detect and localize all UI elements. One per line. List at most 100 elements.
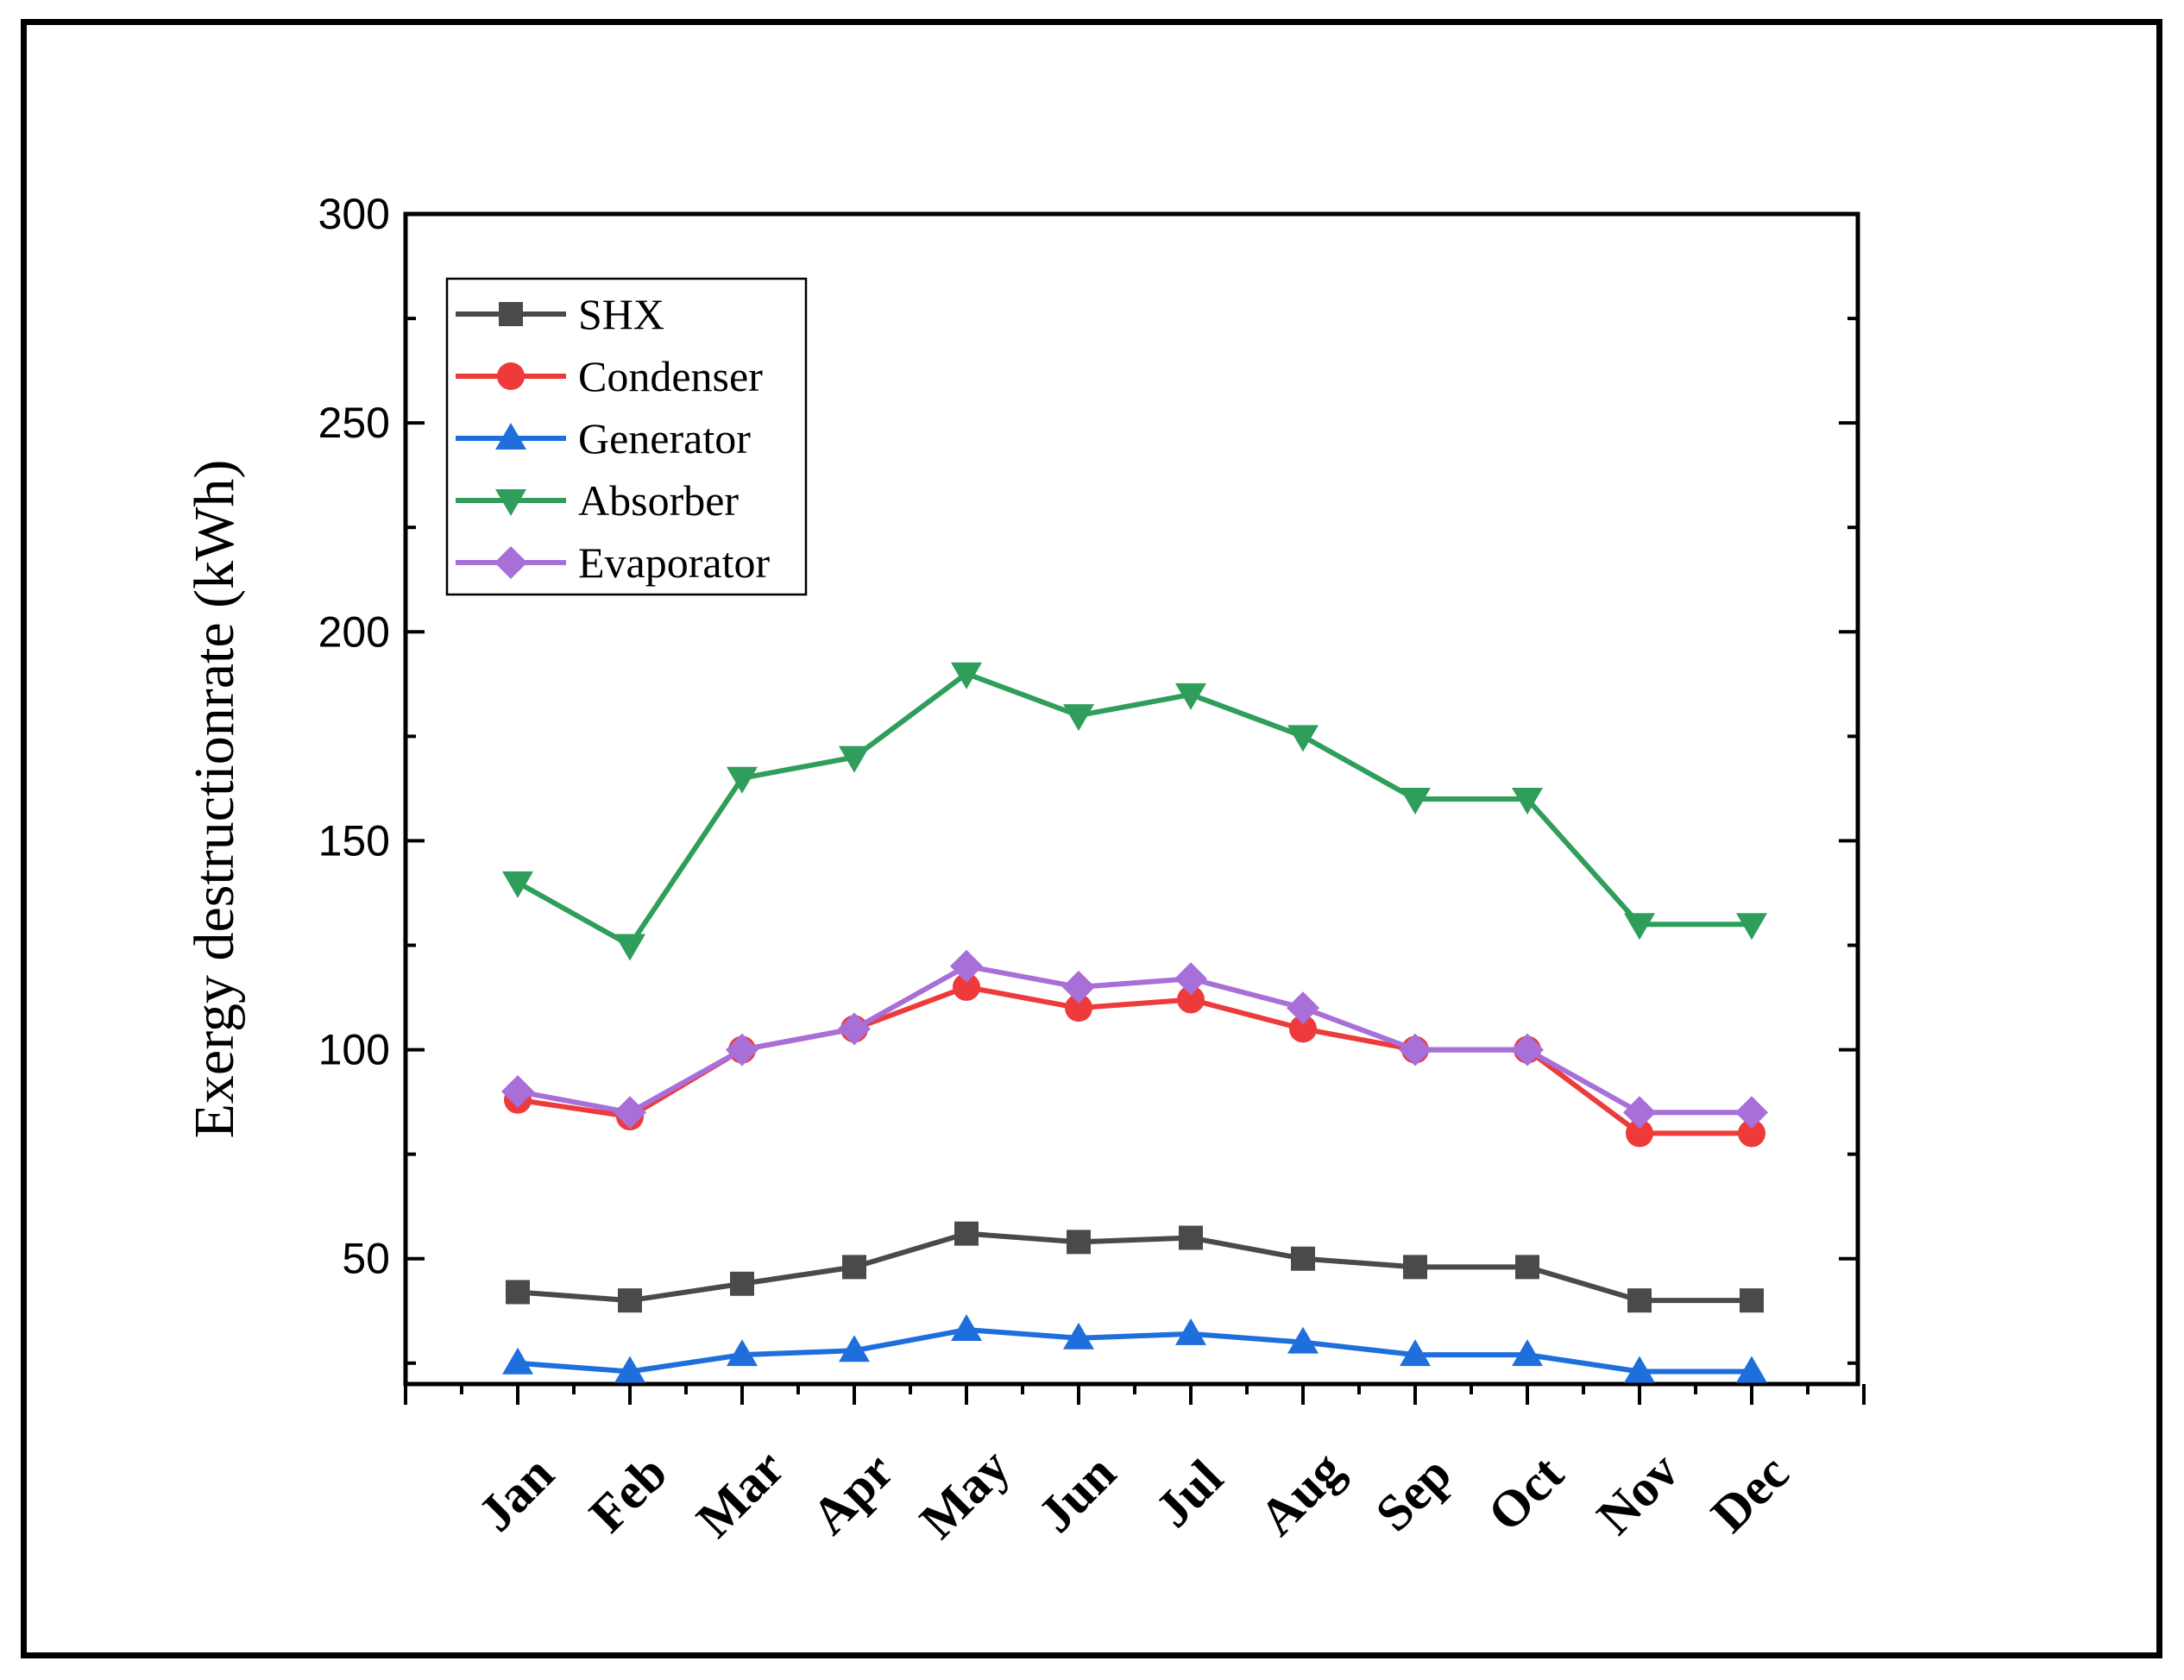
- data-point-condenser: [1289, 1015, 1317, 1043]
- legend-marker-condenser: [497, 362, 525, 390]
- data-point-shx: [1067, 1230, 1091, 1255]
- data-point-evaporator: [1735, 1096, 1768, 1129]
- legend-item-condenser: Condenser: [456, 352, 763, 400]
- series-shx: [506, 1221, 1764, 1313]
- data-point-absorber: [1063, 704, 1094, 732]
- data-point-evaporator: [1287, 991, 1319, 1025]
- data-point-absorber: [502, 871, 533, 898]
- y-tick-label: 150: [318, 816, 390, 865]
- data-point-evaporator: [838, 1012, 871, 1046]
- series-line-condenser: [517, 984, 1752, 1136]
- data-point-evaporator: [1511, 1033, 1544, 1067]
- legend-item-shx: SHX: [456, 290, 664, 338]
- legend-item-evaporator: Evaporator: [456, 538, 770, 587]
- data-point-generator: [1175, 1318, 1206, 1345]
- legend-marker-shx: [499, 302, 523, 326]
- x-tick-label: Oct: [1477, 1445, 1575, 1543]
- data-point-condenser: [1065, 994, 1092, 1022]
- x-tick-label: Apr: [801, 1442, 904, 1545]
- data-point-absorber: [839, 746, 870, 773]
- data-point-absorber: [1736, 913, 1767, 941]
- x-tick-label: Dec: [1700, 1444, 1799, 1543]
- series-condenser: [504, 972, 1765, 1148]
- y-tick-label: 250: [318, 399, 390, 447]
- data-point-evaporator: [614, 1096, 646, 1129]
- data-point-shx: [506, 1280, 530, 1305]
- data-point-condenser: [953, 972, 980, 1001]
- x-axis: Jan Feb Mar Apr May Jun Jul Aug Sep Oct Nov Dec: [404, 1384, 1866, 1549]
- data-point-evaporator: [1399, 1033, 1432, 1067]
- data-point-absorber: [951, 662, 982, 689]
- data-point-absorber: [727, 766, 758, 794]
- x-tick-label: Jul: [1144, 1449, 1233, 1538]
- data-point-generator: [951, 1314, 982, 1342]
- data-point-shx: [730, 1271, 754, 1296]
- legend-item-generator: Generator: [456, 414, 751, 462]
- y-tick-label: 200: [318, 607, 390, 656]
- data-point-shx: [618, 1288, 642, 1313]
- data-point-generator: [502, 1347, 533, 1375]
- legend: SHX Condenser Generator Absorber Evaporator: [445, 277, 808, 596]
- data-point-evaporator: [726, 1033, 758, 1067]
- x-tick-label: Aug: [1249, 1441, 1354, 1546]
- x-tick-label: Sep: [1365, 1445, 1463, 1543]
- legend-marker-evaporator: [494, 546, 527, 579]
- data-point-evaporator: [950, 949, 983, 983]
- legend-label-condenser: Condenser: [578, 352, 763, 400]
- data-point-generator: [614, 1356, 645, 1383]
- data-point-absorber: [1624, 913, 1655, 941]
- data-point-shx: [1515, 1255, 1539, 1280]
- y-tick-label: 300: [318, 190, 390, 238]
- data-point-absorber: [1400, 788, 1431, 815]
- y-axis: 50 100 150 200 250 300: [318, 190, 1858, 1365]
- data-point-generator: [839, 1335, 870, 1362]
- data-point-absorber: [1287, 725, 1319, 752]
- data-point-shx: [1179, 1225, 1203, 1250]
- data-point-generator: [1400, 1339, 1431, 1367]
- data-point-generator: [1736, 1356, 1767, 1383]
- x-tick-label: May: [909, 1438, 1020, 1549]
- data-point-condenser: [1626, 1119, 1653, 1148]
- legend-label-shx: SHX: [578, 290, 664, 338]
- y-tick-label: 50: [342, 1235, 390, 1283]
- figure-frame: [21, 19, 2162, 1658]
- data-point-evaporator: [1174, 962, 1207, 996]
- series-line-generator: [517, 1327, 1752, 1375]
- data-point-shx: [1291, 1246, 1315, 1271]
- data-point-condenser: [1738, 1119, 1765, 1148]
- data-point-shx: [1740, 1288, 1764, 1313]
- x-tick-label: Jan: [468, 1445, 565, 1543]
- data-point-absorber: [1512, 788, 1543, 815]
- legend-label-generator: Generator: [578, 414, 751, 462]
- data-point-condenser: [1177, 985, 1205, 1014]
- data-point-shx: [954, 1221, 979, 1246]
- data-point-generator: [1512, 1339, 1543, 1367]
- legend-marker-generator: [495, 423, 526, 450]
- data-point-generator: [1063, 1322, 1094, 1350]
- series-layer: [501, 662, 1768, 1383]
- data-point-absorber: [1175, 683, 1206, 710]
- x-tick-label: Jun: [1027, 1444, 1126, 1543]
- data-point-evaporator: [1623, 1096, 1656, 1129]
- plot-area: [403, 211, 1860, 1387]
- legend-marker-absorber: [495, 489, 526, 516]
- data-point-shx: [1403, 1255, 1427, 1280]
- data-point-generator: [1624, 1356, 1655, 1383]
- series-absorber: [502, 662, 1767, 961]
- series-line-shx: [517, 1230, 1752, 1304]
- data-point-generator: [727, 1339, 758, 1367]
- x-tick-label: Mar: [685, 1438, 795, 1548]
- x-tick-label: Nov: [1586, 1442, 1690, 1545]
- data-point-evaporator: [1062, 970, 1095, 1004]
- data-point-evaporator: [501, 1075, 534, 1108]
- legend-label-absorber: Absorber: [578, 476, 739, 525]
- series-generator: [502, 1314, 1767, 1383]
- x-tick-label: Feb: [578, 1444, 677, 1543]
- data-point-shx: [1627, 1288, 1652, 1313]
- series-line-evaporator: [517, 963, 1752, 1116]
- data-point-absorber: [614, 934, 645, 961]
- data-point-shx: [842, 1255, 866, 1280]
- legend-item-absorber: Absorber: [456, 476, 739, 525]
- y-axis-title: Exergy destructionrate (kWh): [183, 460, 246, 1139]
